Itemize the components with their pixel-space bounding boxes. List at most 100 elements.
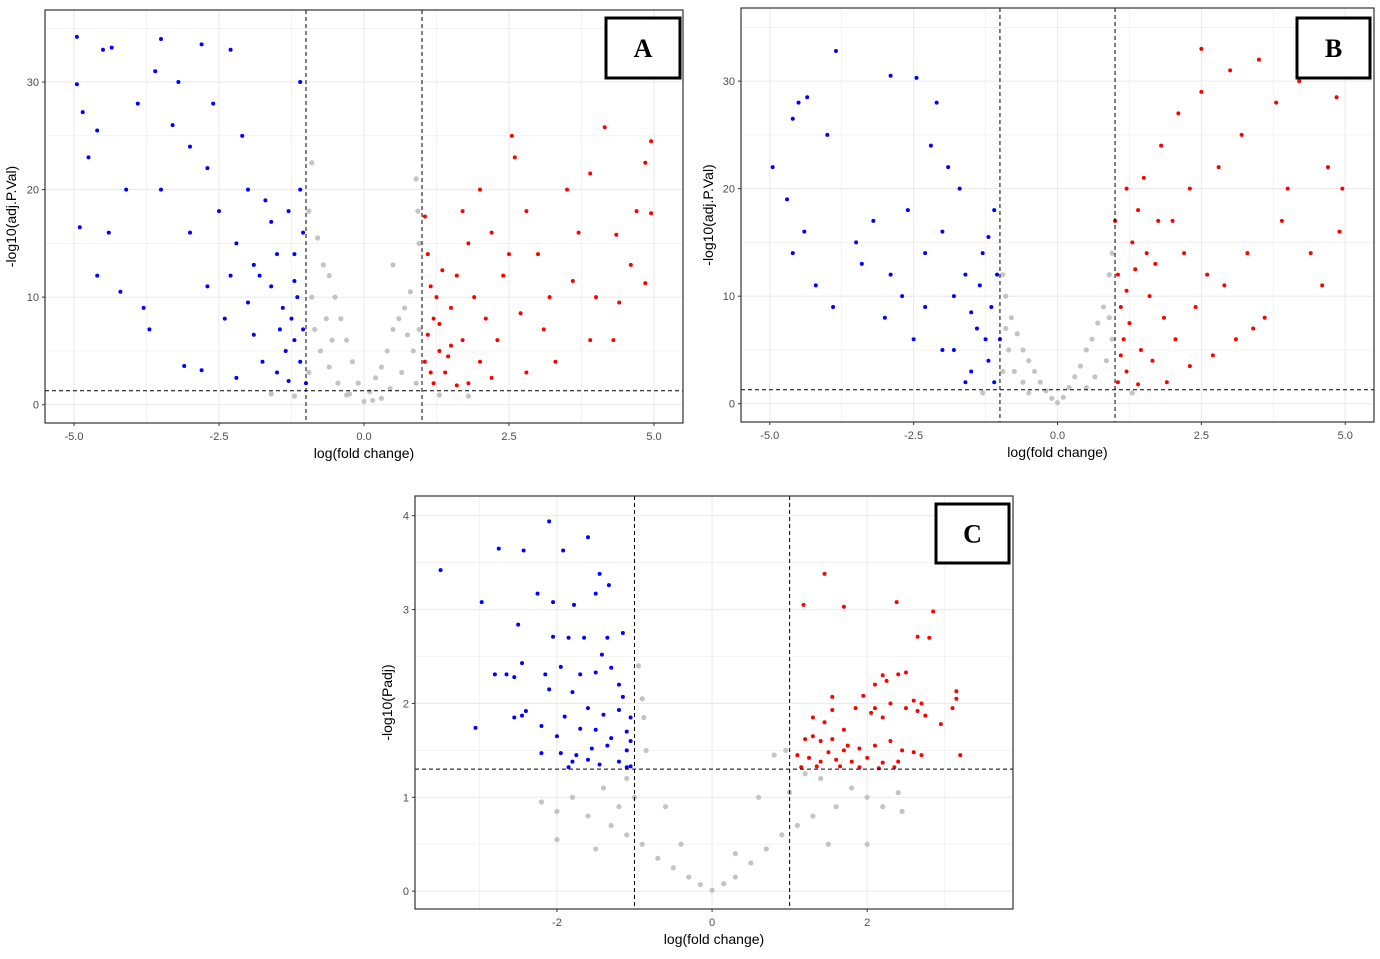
data-point-ns [624, 832, 630, 838]
data-point-up [911, 698, 916, 703]
data-point-up [1337, 229, 1342, 234]
data-point-down [277, 327, 282, 332]
data-point-up [1121, 337, 1126, 342]
data-point-up [799, 765, 804, 770]
data-point-down [790, 116, 795, 121]
data-point-down [951, 294, 956, 299]
data-point-up [483, 316, 488, 321]
data-point-ns [771, 752, 777, 758]
data-point-up [588, 171, 593, 176]
data-point-up [872, 682, 877, 687]
data-point-up [1130, 240, 1135, 245]
data-point-up [1239, 132, 1244, 137]
data-point-up [795, 753, 800, 758]
data-point-up [810, 734, 815, 739]
data-point-up [440, 268, 445, 273]
data-point-up [880, 760, 885, 765]
data-point-up [466, 241, 471, 246]
data-point-down [286, 379, 291, 384]
data-point-up [1118, 353, 1123, 358]
data-point-ns [1109, 336, 1115, 342]
data-point-up [849, 759, 854, 764]
data-point-up [826, 750, 831, 755]
data-point-up [896, 672, 901, 677]
data-point-ns [864, 841, 870, 847]
data-point-down [199, 368, 204, 373]
data-point-up [1147, 294, 1152, 299]
x-tick-label: -5.0 [65, 431, 84, 443]
data-point-down [295, 295, 300, 300]
panel-label-box [1295, 16, 1372, 80]
data-point-up [649, 139, 654, 144]
points-down [770, 49, 1002, 385]
data-point-ns [329, 337, 335, 343]
data-point-down [624, 729, 629, 734]
data-point-down [882, 315, 887, 320]
data-point-ns [355, 380, 361, 386]
panel-label-box [934, 502, 1011, 565]
points-up [422, 125, 654, 388]
y-axis-label: -log10(adj.P.Val) [3, 166, 19, 267]
data-point-down [539, 723, 544, 728]
data-point-down [228, 273, 233, 278]
x-tick-label: 0 [709, 917, 715, 929]
data-point-up [896, 759, 901, 764]
data-point-down [554, 734, 559, 739]
data-point-ns [390, 262, 396, 268]
panel-label-box [604, 16, 682, 80]
points-ns [538, 663, 905, 893]
data-point-down [292, 252, 297, 257]
data-point-down [520, 713, 525, 718]
data-point-ns [1054, 400, 1061, 406]
data-point-down [118, 289, 123, 294]
data-point-down [570, 759, 575, 764]
data-point-down [539, 751, 544, 756]
data-point-up [888, 701, 893, 706]
data-point-up [501, 273, 506, 278]
data-point-ns [399, 369, 405, 376]
data-point-up [536, 252, 540, 257]
data-point-ns [315, 235, 321, 241]
data-point-down [624, 765, 629, 770]
data-point-ns [810, 813, 816, 819]
data-point-down [135, 101, 140, 106]
data-point-up [489, 230, 494, 235]
data-point-down [957, 186, 962, 191]
data-point-ns [344, 337, 350, 343]
data-point-down [298, 359, 303, 364]
data-point-up [643, 281, 648, 286]
data-point-up [489, 375, 494, 380]
data-point-down [558, 751, 563, 756]
data-point-up [1199, 46, 1204, 51]
data-point-up [634, 209, 639, 214]
data-point-up [466, 381, 471, 386]
data-point-down [95, 128, 100, 133]
data-point-ns [779, 832, 785, 838]
data-point-ns [378, 364, 384, 370]
data-point-down [951, 347, 956, 352]
data-point-up [454, 273, 459, 278]
data-point-up [1297, 79, 1302, 84]
data-point-down [934, 100, 939, 105]
data-point-up [507, 252, 511, 257]
data-point-ns [320, 262, 326, 268]
data-point-down [473, 725, 478, 730]
data-point-ns [384, 348, 390, 354]
data-point-up [801, 602, 806, 607]
data-point-down [558, 664, 563, 669]
data-point-down [802, 229, 807, 234]
data-point-down [854, 240, 859, 245]
data-point-ns [1066, 384, 1072, 391]
data-point-ns [1072, 374, 1078, 380]
data-point-ns [833, 804, 839, 810]
data-point-up [822, 571, 827, 576]
data-point-up [853, 706, 858, 711]
data-point-ns [1077, 363, 1084, 369]
data-point-ns [899, 808, 905, 814]
data-point-ns [306, 369, 312, 376]
data-point-down [188, 144, 192, 149]
data-point-down [516, 622, 521, 627]
data-point-ns [554, 808, 560, 814]
data-point-ns [783, 747, 789, 753]
data-point-down [825, 132, 830, 137]
